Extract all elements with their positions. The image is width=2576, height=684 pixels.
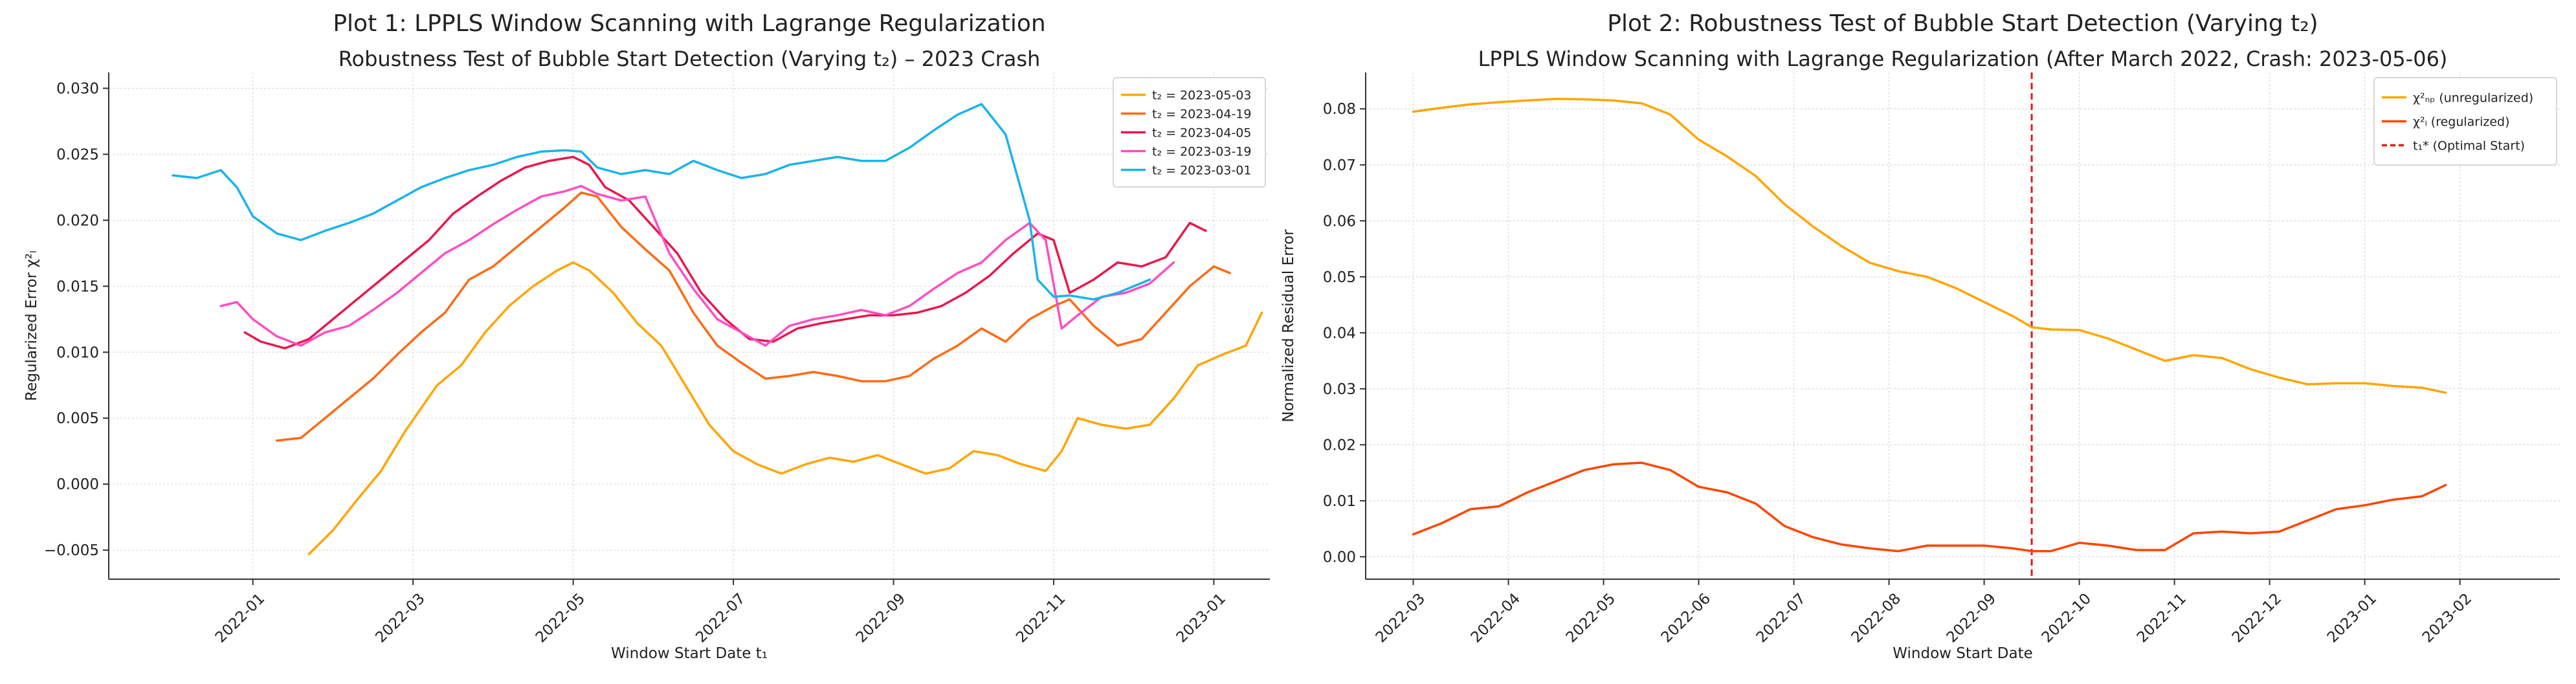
- legend-entry: t₂ = 2023-04-19: [1152, 107, 1251, 122]
- x-tick-label: 2022-11: [1013, 590, 1069, 646]
- series-line-3: [243, 155, 1207, 349]
- y-tick-label: 0.00: [1323, 549, 1356, 566]
- chart-title: Robustness Test of Bubble Start Detectio…: [339, 47, 1041, 71]
- series-line-1: [1412, 97, 2447, 394]
- y-axis-label: Regularized Error χ²ₗ: [23, 250, 40, 401]
- x-tick-label: 2022-05: [1563, 590, 1619, 646]
- y-tick-label: 0.08: [1323, 101, 1356, 118]
- x-tick-label: 2022-09: [853, 590, 909, 646]
- series-line-1: [307, 261, 1263, 556]
- gridlines: [109, 72, 1270, 579]
- x-tick-label: 2022-07: [693, 590, 748, 646]
- x-tick-label: 2022-09: [1944, 590, 1999, 646]
- x-tick-label: 2022-07: [1753, 590, 1809, 646]
- x-tick-label: 2022-11: [2134, 590, 2190, 646]
- y-tick-label: 0.000: [56, 476, 99, 493]
- y-tick-label: 0.030: [56, 80, 99, 97]
- x-tick-label: 2022-12: [2229, 590, 2285, 646]
- legend-entry: t₂ = 2023-04-05: [1152, 126, 1251, 140]
- chart-suptitle: Plot 2: Robustness Test of Bubble Start …: [1607, 10, 2318, 37]
- x-tick-label: 2022-03: [1373, 590, 1428, 646]
- plot-area: [1412, 72, 2447, 579]
- legend-entry: χ²ₗ (regularized): [2413, 115, 2510, 129]
- y-tick-label: 0.02: [1323, 437, 1356, 454]
- y-tick-label: 0.025: [56, 146, 99, 163]
- chart-title: LPPLS Window Scanning with Lagrange Regu…: [1478, 47, 2448, 71]
- y-tick-label: 0.04: [1323, 325, 1356, 342]
- y-tick-label: 0.07: [1323, 157, 1356, 174]
- series-line-4: [219, 184, 1175, 347]
- y-tick-label: 0.015: [56, 278, 99, 295]
- x-tick-label: 2022-10: [2039, 590, 2094, 646]
- y-tick-label: 0.005: [56, 410, 99, 427]
- chart-1: Plot 1: LPPLS Window Scanning with Lagra…: [23, 10, 1270, 662]
- chart-suptitle: Plot 1: LPPLS Window Scanning with Lagra…: [333, 10, 1045, 37]
- series-line-2: [276, 191, 1231, 442]
- legend: χ²ₙₚ (unregularized) χ²ₗ (regularized) t₁*…: [2373, 77, 2557, 166]
- legend-entry: t₂ = 2023-03-19: [1152, 145, 1251, 159]
- x-axis-label: Window Start Date: [1893, 645, 2032, 662]
- plot-area: [172, 103, 1263, 556]
- x-tick-label: 2023-01: [1173, 590, 1229, 646]
- y-tick-label: 0.05: [1323, 269, 1356, 286]
- series-line-2: [1412, 461, 2447, 553]
- y-tick-label: 0.03: [1323, 381, 1356, 398]
- legend-frame: [2373, 77, 2557, 166]
- y-tick-label: 0.010: [56, 344, 99, 361]
- x-tick-label: 2022-03: [372, 590, 428, 646]
- legend: t₂ = 2023-05-03 t₂ = 2023-04-19 t₂ = 2023-…: [1113, 77, 1266, 188]
- legend-frame: [1113, 77, 1266, 188]
- gridlines: [1366, 72, 2560, 579]
- y-tick-label: 0.020: [56, 212, 99, 229]
- y-tick-label: 0.06: [1323, 213, 1356, 230]
- legend-entry: χ²ₙₚ (unregularized): [2413, 91, 2533, 105]
- x-tick-label: 2023-02: [2419, 590, 2475, 646]
- legend-entry: t₂ = 2023-05-03: [1152, 89, 1251, 103]
- x-axis-label: Window Start Date t₁: [611, 645, 768, 662]
- y-axis-label: Normalized Residual Error: [1280, 229, 1297, 423]
- x-tick-label: 2022-04: [1468, 590, 1524, 646]
- y-tick-label: −0.005: [44, 542, 99, 559]
- series-line-5: [172, 103, 1151, 301]
- legend-entry: t₁* (Optimal Start): [2413, 139, 2525, 153]
- x-tick-label: 2023-01: [2324, 590, 2380, 646]
- x-tick-label: 2022-01: [212, 590, 268, 646]
- x-tick-label: 2022-08: [1849, 590, 1904, 646]
- legend-entry: t₂ = 2023-03-01: [1152, 164, 1251, 178]
- chart-2: Plot 2: Robustness Test of Bubble Start …: [1280, 10, 2560, 662]
- x-tick-label: 2022-05: [533, 590, 588, 646]
- y-tick-label: 0.01: [1323, 493, 1356, 510]
- x-tick-label: 2022-06: [1658, 590, 1714, 646]
